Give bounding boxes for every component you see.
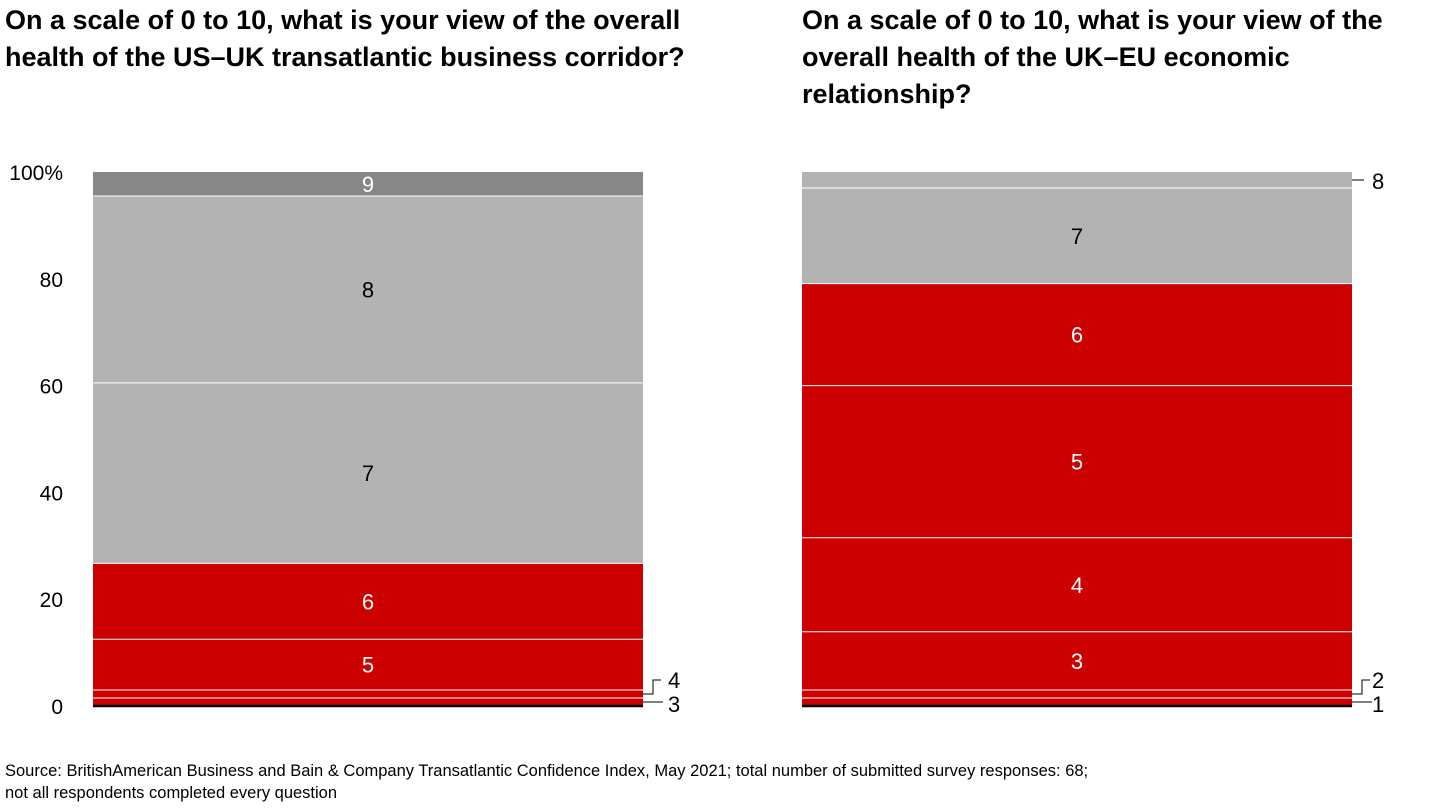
y-tick-label-20: 20 (40, 589, 63, 612)
uk-eu-bar-segment-6 (802, 283, 1352, 386)
uk-eu-segment-label-4: 4 (1071, 573, 1083, 598)
uk-eu-bar-segment-2 (802, 689, 1352, 698)
uk-eu-outside-label-1: 1 (1372, 692, 1384, 717)
uk-eu-bar-segment-4 (802, 537, 1352, 632)
uk-eu-outside-label-2: 2 (1372, 668, 1384, 693)
us-uk-bar-segment-3 (93, 697, 643, 706)
uk-eu-segment-label-6: 6 (1071, 323, 1083, 348)
source-line-2: not all respondents completed every ques… (5, 784, 338, 802)
us-uk-segment-label-7: 7 (362, 461, 374, 486)
uk-eu-bar-segment-3 (802, 631, 1352, 690)
us-uk-segment-label-9: 9 (362, 172, 374, 197)
us-uk-bar-segment-4 (93, 689, 643, 698)
uk-eu-segment-label-5: 5 (1071, 450, 1083, 475)
source-note: Source: BritishAmerican Business and Bai… (5, 760, 1425, 804)
y-tick-label-40: 40 (40, 482, 63, 505)
us-uk-outside-label-3: 3 (668, 692, 680, 717)
uk-eu-leader-2 (1352, 679, 1370, 695)
chart-title-us-uk: On a scale of 0 to 10, what is your view… (5, 5, 685, 72)
us-uk-segment-label-8: 8 (362, 277, 374, 302)
us-uk-bar-segment-7 (93, 382, 643, 564)
y-tick-label-80: 80 (40, 269, 63, 292)
uk-eu-bar-segment-8 (802, 172, 1352, 189)
uk-eu-bar-segment-1 (802, 697, 1352, 706)
source-line-1: Source: BritishAmerican Business and Bai… (5, 762, 1089, 780)
us-uk-bar-segment-9 (93, 172, 643, 197)
y-tick-label-0: 0 (51, 696, 63, 719)
uk-eu-outside-label-8: 8 (1372, 169, 1384, 194)
uk-eu-bar-segment-5 (802, 385, 1352, 538)
uk-eu-segment-label-7: 7 (1071, 224, 1083, 249)
us-uk-bar-segment-8 (93, 196, 643, 383)
chart-title-uk-eu: On a scale of 0 to 10, what is your view… (802, 5, 1383, 109)
y-tick-label-60: 60 (40, 376, 63, 399)
us-uk-bar-segment-5 (93, 639, 643, 690)
y-tick-label-100: 100% (9, 162, 63, 185)
uk-eu-segment-label-3: 3 (1071, 649, 1083, 674)
uk-eu-bar-segment-7 (802, 188, 1352, 284)
us-uk-bar-segment-6 (93, 563, 643, 640)
us-uk-outside-label-4: 4 (668, 668, 680, 693)
us-uk-segment-label-6: 6 (362, 589, 374, 614)
us-uk-segment-label-5: 5 (362, 653, 374, 678)
us-uk-leader-4 (643, 679, 661, 695)
